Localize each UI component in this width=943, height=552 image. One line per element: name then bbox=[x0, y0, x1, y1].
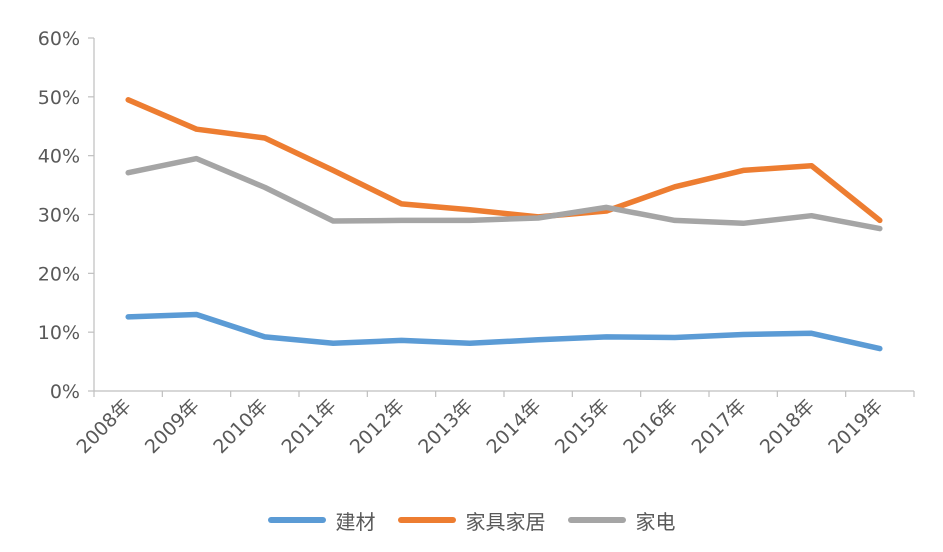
x-tick-label: 2010年 bbox=[209, 395, 272, 458]
series-line-家具家居 bbox=[125, 97, 883, 224]
y-tick-label: 40% bbox=[38, 146, 80, 168]
legend: 建材 家具家居 家电 bbox=[0, 500, 943, 540]
y-tick-label: 30% bbox=[38, 205, 80, 227]
legend-item: 家电 bbox=[567, 506, 676, 535]
x-tick-label: 2008年 bbox=[73, 395, 136, 458]
legend-label: 家电 bbox=[635, 509, 676, 534]
x-tick-label: 2012年 bbox=[346, 395, 409, 458]
x-tick-label: 2013年 bbox=[414, 395, 477, 458]
x-tick-label: 2009年 bbox=[141, 395, 204, 458]
y-tick-label: 20% bbox=[38, 263, 80, 285]
legend-swatch bbox=[267, 517, 326, 523]
y-tick-label: 50% bbox=[38, 87, 80, 109]
y-tick-label: 0% bbox=[50, 381, 80, 403]
y-tick-label: 10% bbox=[38, 322, 80, 344]
axes: 0% 10% 20% 30% 40% 50% 60% 2008年 2009年 2010年 2011年… bbox=[38, 28, 915, 458]
x-tick-label: 2018年 bbox=[756, 395, 819, 458]
legend-label: 建材 bbox=[335, 509, 376, 534]
x-tick-label: 2014年 bbox=[483, 395, 546, 458]
x-tick-label: 2015年 bbox=[551, 395, 614, 458]
series-line-家电 bbox=[125, 155, 883, 232]
legend-item: 家具家居 bbox=[397, 506, 546, 535]
y-tick-label: 60% bbox=[38, 28, 80, 50]
series-lines bbox=[125, 97, 883, 352]
series-line-建材 bbox=[125, 311, 883, 352]
x-tick-label: 2011年 bbox=[278, 395, 341, 458]
legend-label: 家具家居 bbox=[465, 509, 546, 534]
legend-swatch bbox=[567, 517, 626, 523]
x-tick-label: 2019年 bbox=[824, 395, 887, 458]
chart-canvas: 0% 10% 20% 30% 40% 50% 60% 2008年 2009年 2010年 2011年… bbox=[38, 28, 915, 458]
legend-item: 建材 bbox=[267, 506, 376, 535]
x-tick-label: 2016年 bbox=[619, 395, 682, 458]
x-tick-label: 2017年 bbox=[688, 395, 751, 458]
legend-swatch bbox=[397, 517, 456, 523]
